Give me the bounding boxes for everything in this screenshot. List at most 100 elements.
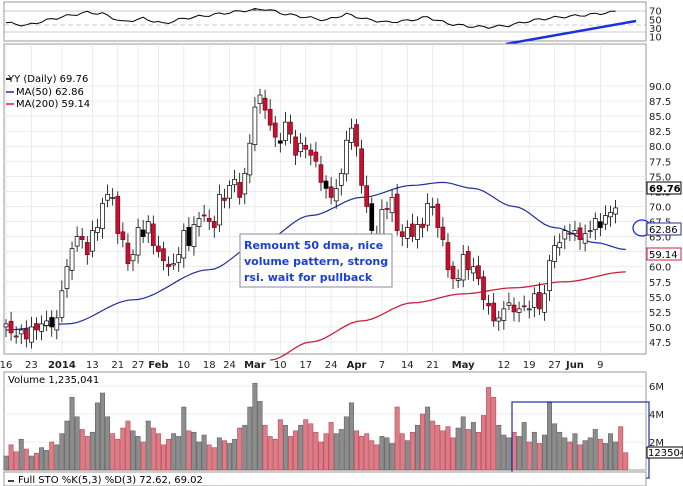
x-tick-label: 9 — [597, 360, 603, 371]
volume-bar — [155, 433, 161, 471]
candle — [161, 241, 166, 271]
volume-bar — [54, 444, 60, 471]
svg-text:59.14: 59.14 — [649, 250, 678, 261]
volume-bar — [267, 436, 273, 471]
candle — [181, 223, 187, 268]
volume-bar — [166, 438, 172, 471]
last-price-marker: 69.76 — [646, 181, 682, 195]
candle — [29, 316, 34, 349]
volume-bar — [262, 424, 268, 471]
volume-bar — [293, 430, 299, 471]
volume-bar — [613, 441, 619, 471]
price-tick-label: 75.0 — [649, 172, 671, 183]
candle — [506, 292, 512, 311]
volume-bar — [120, 427, 126, 471]
price-tick-label: 90.0 — [649, 82, 671, 93]
candle — [39, 315, 44, 341]
candle — [34, 317, 39, 340]
x-tick-label: Apr — [347, 360, 367, 371]
volume-bar — [232, 438, 238, 471]
volume-bar — [602, 443, 608, 471]
volume-bar — [369, 440, 375, 471]
candle — [283, 111, 288, 146]
volume-bar — [399, 433, 405, 471]
candle — [526, 300, 532, 319]
candle — [415, 216, 420, 249]
volume-bar — [89, 431, 95, 471]
candle — [69, 241, 75, 281]
candle — [49, 310, 55, 337]
volume-bar — [39, 447, 45, 471]
volume-bar — [59, 433, 65, 471]
volume-bar — [308, 423, 314, 471]
volume-bar — [161, 444, 166, 471]
volume-bar — [404, 440, 410, 471]
price-tick-label: 77.5 — [649, 157, 671, 168]
candle — [90, 220, 95, 258]
volume-bar — [552, 423, 558, 471]
x-tick-label: Jun — [565, 360, 584, 371]
candle — [18, 324, 24, 345]
volume-bar — [313, 431, 319, 471]
volume-bar — [582, 440, 588, 471]
candle — [537, 282, 542, 315]
candle — [130, 249, 136, 271]
volume-bar — [181, 406, 187, 471]
volume-bar — [501, 434, 507, 471]
volume-bar — [145, 420, 151, 471]
volume-bar — [3, 455, 9, 471]
candle — [293, 129, 298, 165]
candle — [64, 258, 70, 298]
x-tick-label: 19 — [523, 360, 536, 371]
candle — [125, 233, 131, 271]
volume-bar — [237, 427, 243, 471]
candle — [313, 142, 319, 168]
rsi-tick-label: 50 — [649, 15, 662, 26]
candle — [328, 177, 334, 205]
x-tick-label: 7 — [379, 360, 385, 371]
candle — [501, 300, 507, 330]
volume-bar — [384, 437, 390, 471]
volume-bar — [44, 450, 50, 471]
annotation-line-3: rsi. wait for pullback — [244, 271, 373, 284]
x-tick-label: 27 — [548, 360, 561, 371]
candle — [511, 297, 517, 322]
volume-bar — [465, 429, 471, 471]
candle — [247, 134, 253, 184]
candle — [399, 224, 405, 247]
x-tick-label: 16 — [0, 360, 12, 371]
volume-bar — [211, 447, 217, 471]
rsi-trendline — [505, 19, 637, 46]
ma50-legend: MA(50) 62.86 — [16, 87, 84, 98]
x-tick-label: Mar — [244, 360, 266, 371]
volume-bar — [18, 438, 24, 471]
candle — [333, 179, 339, 209]
candle — [150, 215, 156, 255]
volume-bar — [486, 387, 492, 471]
sto-label: Full STO %K(5,3) %D(3) 72.62, 69.02 — [18, 475, 203, 486]
volume-bar — [572, 433, 578, 471]
rsi-line — [5, 7, 616, 29]
candle — [592, 212, 598, 240]
volume-bar — [470, 422, 476, 471]
volume-bar — [547, 402, 553, 471]
candle — [516, 301, 522, 323]
ma50-line — [5, 181, 626, 331]
volume-bar — [531, 431, 537, 471]
volume-bar — [13, 451, 19, 471]
candle — [308, 143, 314, 166]
volume-bar — [475, 431, 481, 471]
volume-tick-label: 6M — [649, 382, 664, 393]
x-tick-label: 2014 — [48, 360, 76, 371]
volume-bar — [506, 437, 512, 471]
ma50-marker: 62.86 — [646, 222, 682, 236]
volume-bar — [348, 402, 354, 471]
candle — [191, 216, 197, 256]
candle — [44, 310, 49, 332]
volume-bar — [389, 443, 395, 471]
volume-bar — [135, 436, 141, 471]
candle — [54, 310, 60, 340]
volume-bar — [247, 406, 253, 471]
candle — [404, 220, 410, 249]
price-tick-label: 85.0 — [649, 112, 671, 123]
